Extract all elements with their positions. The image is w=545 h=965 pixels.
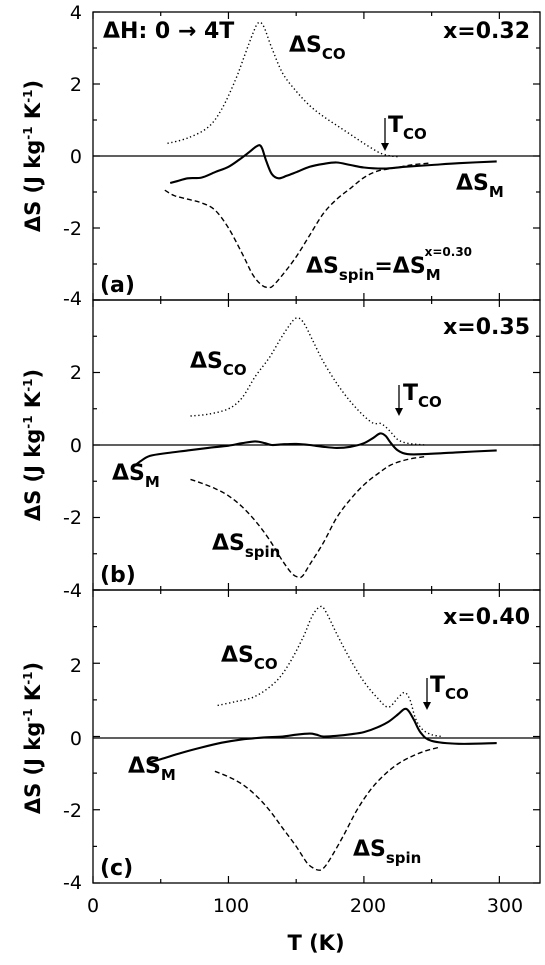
panel-b-ytick-0: 0 bbox=[70, 435, 82, 457]
xtick-300: 300 bbox=[487, 895, 523, 917]
panel-a-ticks bbox=[92, 11, 540, 301]
panel-a-composition: x=0.32 bbox=[443, 19, 530, 44]
series--s-spin-line bbox=[214, 746, 439, 871]
panel-a: 4 2 0 -2 -4 ΔS (J kg-1 K-1) ΔH: 0 → 4T x… bbox=[21, 2, 541, 310]
panel-b-label-tco: TCO bbox=[403, 381, 442, 411]
panel-a-label-spin: ΔSspin=ΔSMx=0.30 bbox=[306, 245, 472, 284]
panel-c-label-sm: ΔSM bbox=[128, 754, 176, 784]
panel-c-label-tco: TCO bbox=[430, 673, 469, 703]
panel-b-ytick-m4: -4 bbox=[63, 580, 82, 602]
xtick-0: 0 bbox=[87, 895, 99, 917]
series--s-m-line bbox=[169, 144, 497, 185]
panel-a-ytick-2: 2 bbox=[70, 74, 82, 96]
series--s-m-line bbox=[132, 432, 497, 468]
panel-b-label-sm: ΔSM bbox=[112, 461, 160, 491]
panel-a-ytick-m2: -2 bbox=[63, 218, 82, 240]
series--s-co-line bbox=[217, 605, 443, 738]
panel-c: 2 0 -2 -4 ΔS (J kg-1 K-1) x=0.40 (c) ΔSC… bbox=[21, 589, 541, 955]
panel-a-ytick-4: 4 bbox=[70, 2, 82, 24]
panel-c-ylabel: ΔS (J kg-1 K-1) bbox=[21, 662, 45, 814]
panel-c-ytick-m2: -2 bbox=[63, 800, 82, 822]
panel-c-tco-arrowhead bbox=[423, 702, 431, 710]
panel-c-label-spin: ΔSspin bbox=[353, 837, 421, 867]
panel-a-tco-arrowhead bbox=[381, 143, 389, 151]
panel-b-label-sco: ΔSCO bbox=[190, 349, 247, 379]
panel-c-ytick-2: 2 bbox=[70, 655, 82, 677]
panel-a-ytick-0: 0 bbox=[70, 146, 82, 168]
panel-c-composition: x=0.40 bbox=[443, 605, 530, 630]
panel-c-curves bbox=[149, 605, 497, 871]
series--s-spin-line bbox=[190, 455, 426, 579]
x-axis-label: T (K) bbox=[287, 931, 344, 955]
panel-a-label-tco: TCO bbox=[388, 113, 427, 143]
panel-a-curves bbox=[164, 21, 497, 289]
panel-c-frame bbox=[92, 589, 541, 884]
series--s-co-line bbox=[167, 21, 398, 158]
panel-a-label-sco: ΔSCO bbox=[289, 33, 346, 63]
panel-a-label-sm: ΔSM bbox=[456, 171, 504, 201]
panel-a-ylabel: ΔS (J kg-1 K-1) bbox=[21, 80, 45, 232]
panel-c-label: (c) bbox=[100, 856, 133, 881]
panel-b: 2 0 -2 -4 ΔS (J kg-1 K-1) x=0.35 (b) ΔSC… bbox=[21, 299, 541, 602]
panel-b-ytick-m2: -2 bbox=[63, 507, 82, 529]
panel-b-composition: x=0.35 bbox=[443, 315, 530, 340]
panel-b-ylabel: ΔS (J kg-1 K-1) bbox=[21, 369, 45, 521]
panel-b-ytick-2: 2 bbox=[70, 362, 82, 384]
panel-b-label: (b) bbox=[100, 563, 136, 588]
panel-a-label: (a) bbox=[100, 273, 135, 298]
series--s-co-line bbox=[190, 317, 425, 446]
panel-c-ytick-m4: -4 bbox=[63, 872, 82, 894]
field-annotation: ΔH: 0 → 4T bbox=[103, 19, 234, 44]
panel-b-tco-arrowhead bbox=[395, 408, 403, 416]
xtick-200: 200 bbox=[350, 895, 386, 917]
panel-c-label-sco: ΔSCO bbox=[221, 643, 278, 673]
xtick-100: 100 bbox=[213, 895, 249, 917]
panel-b-label-spin: ΔSspin bbox=[212, 531, 280, 561]
panel-c-ticks bbox=[92, 589, 540, 884]
series--s-m-line bbox=[149, 707, 497, 764]
panel-b-curves bbox=[132, 317, 497, 579]
series--s-spin-line bbox=[164, 162, 429, 289]
panel-c-ytick-0: 0 bbox=[70, 728, 82, 750]
panel-a-ytick-m4: -4 bbox=[63, 288, 82, 310]
